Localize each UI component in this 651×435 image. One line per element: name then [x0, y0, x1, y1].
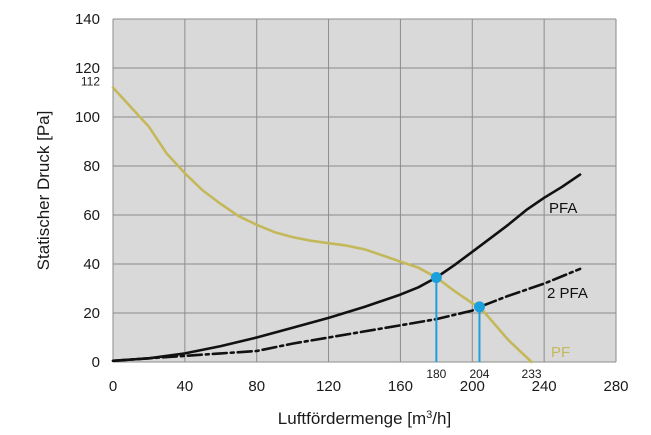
annotations: 180 204 233 112	[81, 75, 542, 381]
series-line-2pfa	[111, 267, 582, 363]
y-max-label: 112	[81, 75, 100, 89]
operating-point-marker	[430, 271, 442, 283]
series-label-pf: PF	[551, 344, 570, 361]
y-tick-label: 100	[75, 109, 100, 126]
y-tick-label: 80	[83, 158, 100, 175]
x-tick-label: 160	[388, 378, 413, 395]
x-tick-label: 120	[316, 378, 341, 395]
x-tick-label: 0	[109, 378, 117, 395]
y-tick-label: 40	[83, 256, 100, 273]
operating-point-marker	[473, 301, 485, 313]
operating-points	[430, 271, 485, 362]
operating-point-x-label: 204	[469, 367, 489, 381]
y-tick-label: 0	[92, 354, 100, 371]
plot-area	[113, 19, 616, 362]
series-label-pfa: PFA	[549, 200, 577, 217]
y-axis-label: Statischer Druck [Pa]	[34, 111, 53, 271]
x-max-label: 233	[522, 367, 542, 381]
operating-point-x-label: 180	[426, 367, 446, 381]
y-tick-label: 120	[75, 60, 100, 77]
series-label-2pfa: 2 PFA	[547, 285, 588, 302]
x-axis-label: Luftfördermenge [m3/h]	[278, 409, 451, 428]
x-tick-label: 280	[603, 378, 628, 395]
series-line-pf	[111, 86, 533, 364]
x-tick-label: 40	[177, 378, 194, 395]
x-tick-label: 200	[460, 378, 485, 395]
series-labels: PFA 2 PFA PF	[547, 200, 588, 361]
x-tick-label: 240	[532, 378, 557, 395]
series-line-pfa	[111, 173, 582, 363]
y-axis-ticks: 0 20 40 60 80 100 120 140	[75, 11, 100, 371]
y-tick-label: 140	[75, 11, 100, 28]
x-axis-ticks: 0 40 80 120 160 200 240 280	[109, 378, 629, 395]
x-tick-label: 80	[248, 378, 265, 395]
y-tick-label: 60	[83, 207, 100, 224]
gridlines	[112, 18, 617, 363]
series-lines	[111, 86, 582, 364]
y-tick-label: 20	[83, 305, 100, 322]
